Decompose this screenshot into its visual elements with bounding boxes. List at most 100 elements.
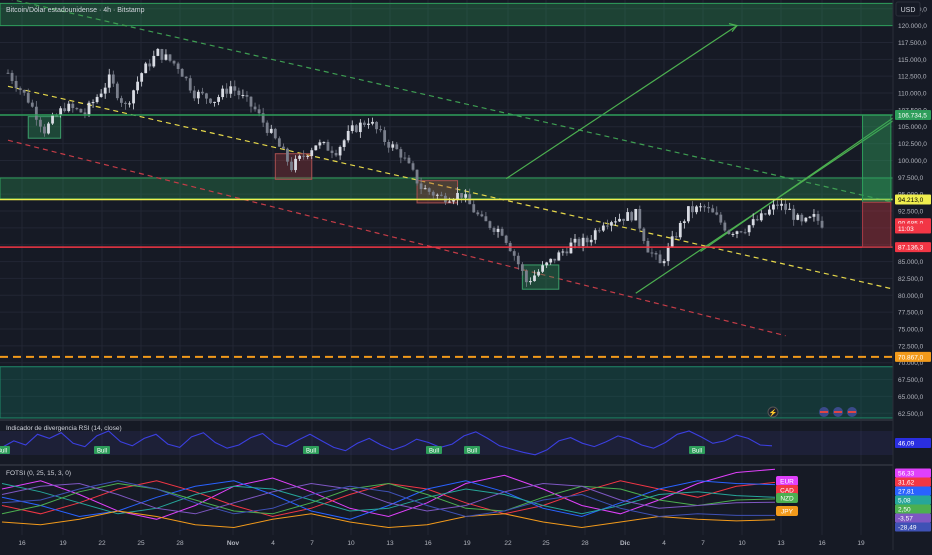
candle-body [703, 206, 706, 208]
candle-body [549, 258, 553, 263]
candle-body [735, 231, 739, 234]
event-icons[interactable]: ⚡ [767, 406, 857, 418]
price-zones [0, 2, 894, 419]
y-tick-label: 62.500,0 [898, 411, 924, 418]
candle-body [541, 265, 544, 272]
candle-body [747, 225, 751, 233]
candle-body [55, 115, 58, 117]
candle-body [435, 194, 439, 196]
candle-body [411, 163, 415, 170]
candle-body [395, 144, 399, 150]
candle-body [318, 142, 322, 146]
currency-button-frame[interactable] [895, 1, 921, 17]
y-tick-label: 85.000,0 [898, 259, 924, 266]
candle-body [464, 194, 468, 198]
fotsi-value-text: -3,57 [898, 516, 913, 523]
arrow-head-icon [728, 23, 739, 33]
y-tick-label: 75.000,0 [898, 326, 924, 333]
candle-body [277, 138, 281, 147]
currency-tag-label: CAD [780, 488, 794, 495]
lightning-icon[interactable] [767, 406, 779, 418]
price-label-badge [895, 110, 931, 121]
candle-body [354, 125, 358, 133]
candle-body [383, 130, 387, 142]
candles[interactable] [6, 47, 824, 287]
fotsi-series-line [1, 510, 776, 529]
y-tick-label: 65.000,0 [898, 394, 924, 401]
candle-body [674, 236, 678, 238]
candle-body [415, 169, 419, 184]
currency-button-label[interactable]: USD [901, 7, 916, 14]
candle-body [439, 194, 443, 196]
candle-body [322, 141, 326, 143]
candle-body [711, 208, 715, 213]
currency-tag-label: JPY [781, 509, 794, 516]
candle-body [18, 88, 22, 90]
y-tick-label: 115.000,0 [898, 57, 927, 64]
candle-body [585, 237, 589, 243]
candle-body [124, 102, 127, 104]
candle-body [719, 214, 723, 223]
bull-badge-label: Bull [429, 449, 439, 455]
time-axis[interactable] [0, 535, 932, 550]
candle-body [472, 204, 476, 213]
candle-body [188, 78, 192, 91]
candle-body [682, 221, 686, 223]
candle-body [30, 102, 34, 107]
candle-body [731, 233, 735, 235]
candle-body [715, 212, 719, 215]
bull-badge-label: Bull [97, 449, 107, 455]
fotsi-value-text: 5,08 [898, 498, 911, 505]
fotsi-value-badge [895, 504, 931, 514]
candle-body [484, 216, 488, 222]
candle-body [399, 149, 403, 158]
price-label-badge [895, 242, 931, 253]
rsi-pane: Indicador de divergencia RSI (14, close)… [0, 425, 893, 456]
bull-badge [464, 446, 480, 454]
candle-body [642, 228, 646, 241]
candle-body [6, 72, 10, 74]
candle-body [776, 204, 779, 206]
candle-body [614, 221, 617, 223]
candle-body [51, 115, 54, 124]
bull-badge-label: Bull [306, 449, 316, 455]
price-label-text: 106.734,5 [898, 113, 927, 120]
candle-body [431, 191, 435, 196]
candle-body [140, 73, 144, 82]
candle-body [160, 49, 164, 60]
candle-body [253, 106, 257, 110]
x-tick-label: 19 [59, 540, 67, 547]
y-tick-label: 92.500,0 [898, 209, 924, 216]
candle-body [820, 220, 824, 228]
candle-body [330, 150, 334, 154]
candle-body [233, 86, 237, 91]
x-tick-label: 4 [662, 540, 666, 547]
candle-body [654, 253, 658, 255]
rsi-title: Indicador de divergencia RSI (14, close) [6, 425, 122, 432]
bull-badge-label: Bull [467, 449, 477, 455]
y-tick-label: 80.000,0 [898, 293, 924, 300]
candle-body [257, 109, 261, 114]
candle-body [43, 126, 46, 134]
x-tick-label: 10 [738, 540, 746, 547]
candle-body [520, 264, 524, 271]
candle-body [306, 155, 310, 157]
candle-body [678, 222, 682, 238]
fotsi-value-badge [895, 513, 931, 523]
fotsi-value-badge [895, 522, 931, 532]
y-tick-label: 120.000,0 [898, 23, 927, 30]
candle-body [132, 90, 135, 104]
long-position-tool[interactable] [862, 114, 892, 248]
candle-body [201, 91, 204, 94]
candle-body [22, 89, 26, 93]
candle-body [164, 54, 168, 60]
candle-body [516, 255, 520, 265]
currency-button[interactable]: USD [895, 1, 921, 17]
candle-body [597, 230, 601, 232]
candle-body [115, 83, 119, 99]
candle-body [338, 146, 342, 156]
candle-body [156, 49, 160, 56]
flag-stripe-icon [820, 411, 828, 413]
fotsi-series-line [1, 480, 776, 520]
